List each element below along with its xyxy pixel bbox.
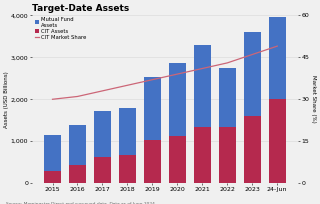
Bar: [194, 126, 211, 183]
Bar: [94, 157, 111, 183]
Bar: [44, 135, 61, 171]
Bar: [69, 125, 86, 165]
Text: Source: Morningstar Direct and surveyed data. Data as of June 2024.: Source: Morningstar Direct and surveyed …: [6, 202, 157, 204]
Bar: [144, 78, 161, 140]
Bar: [69, 165, 86, 183]
Bar: [219, 126, 236, 183]
Bar: [169, 63, 186, 136]
Bar: [268, 99, 286, 183]
Bar: [219, 68, 236, 126]
Text: Target-Date Assets: Target-Date Assets: [32, 4, 129, 13]
Legend: Mutual Fund
Assets, CIT Assets, CIT Market Share: Mutual Fund Assets, CIT Assets, CIT Mark…: [34, 16, 87, 41]
Bar: [144, 140, 161, 183]
Bar: [169, 136, 186, 183]
Y-axis label: Market Share (%): Market Share (%): [311, 75, 316, 123]
Bar: [119, 155, 136, 183]
Bar: [244, 116, 261, 183]
Bar: [244, 32, 261, 116]
Bar: [119, 109, 136, 155]
Bar: [194, 45, 211, 126]
Bar: [44, 171, 61, 183]
Bar: [268, 17, 286, 99]
Y-axis label: Assets (USD Billions): Assets (USD Billions): [4, 71, 9, 128]
Bar: [94, 111, 111, 157]
